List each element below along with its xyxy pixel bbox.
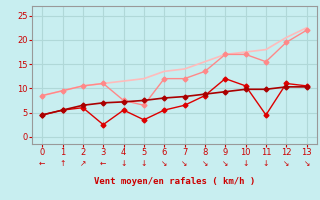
Text: ↘: ↘ (161, 159, 167, 168)
Text: ↗: ↗ (80, 159, 86, 168)
Text: ↘: ↘ (202, 159, 208, 168)
Text: ↘: ↘ (181, 159, 188, 168)
Text: ↓: ↓ (243, 159, 249, 168)
Text: ←: ← (39, 159, 45, 168)
Text: ↑: ↑ (59, 159, 66, 168)
Text: ←: ← (100, 159, 106, 168)
Text: ↓: ↓ (141, 159, 147, 168)
X-axis label: Vent moyen/en rafales ( km/h ): Vent moyen/en rafales ( km/h ) (94, 177, 255, 186)
Text: ↘: ↘ (283, 159, 290, 168)
Text: ↘: ↘ (303, 159, 310, 168)
Text: ↓: ↓ (263, 159, 269, 168)
Text: ↘: ↘ (222, 159, 228, 168)
Text: ↓: ↓ (120, 159, 127, 168)
